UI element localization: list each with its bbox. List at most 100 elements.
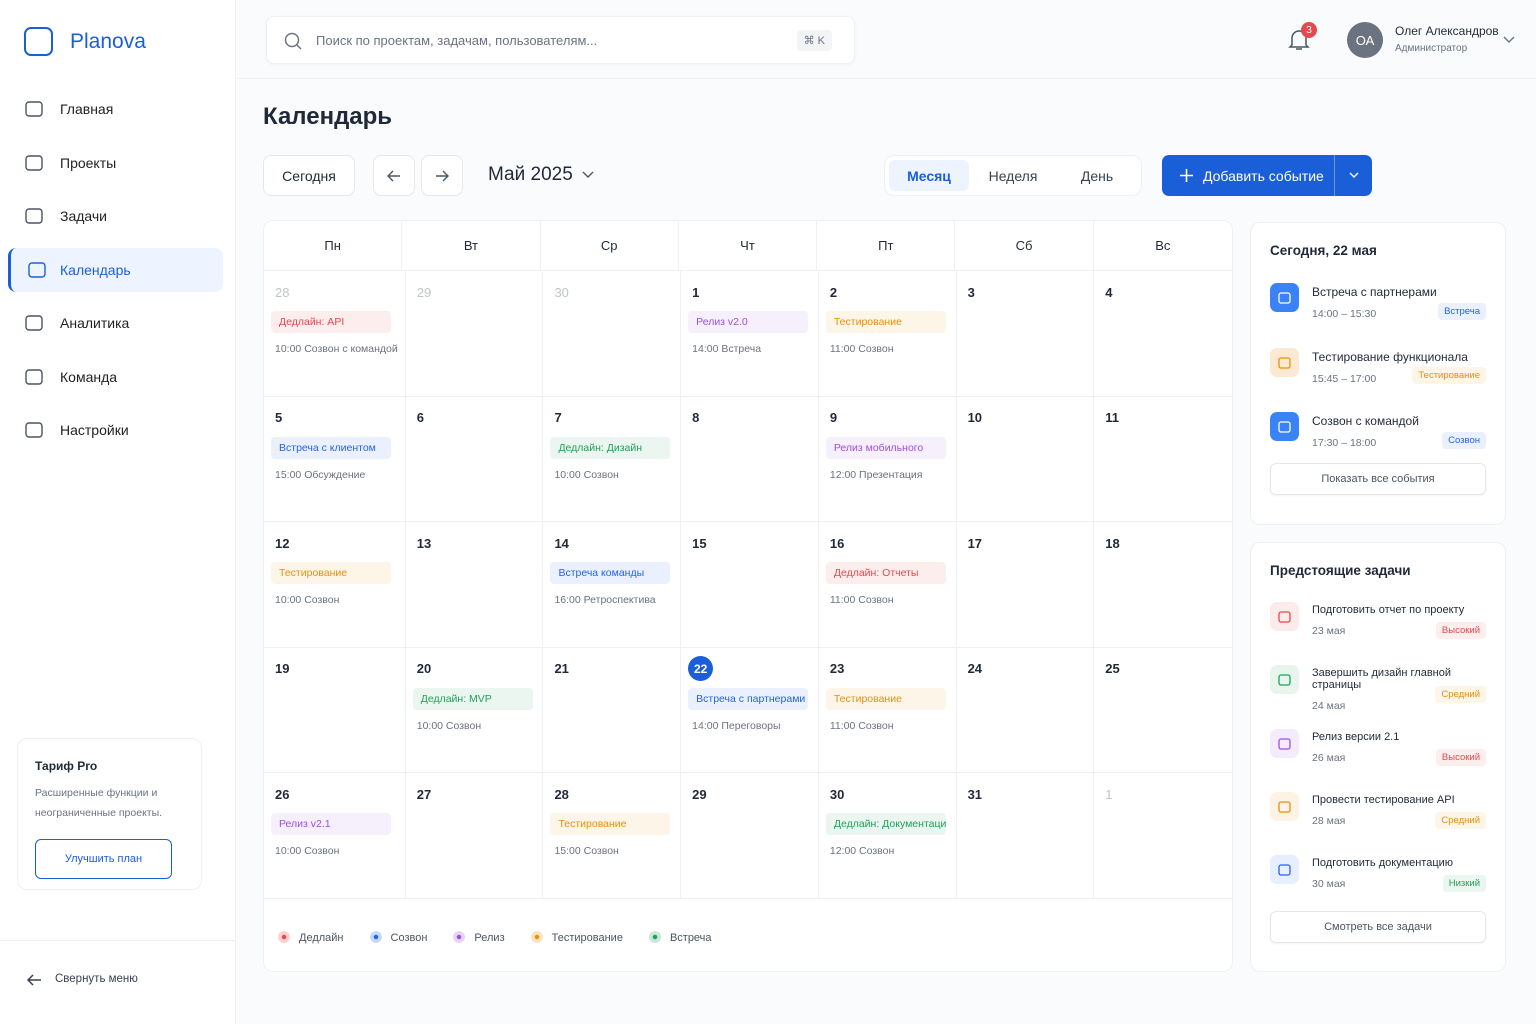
task[interactable]: Релиз версии 2.1 26 мая Высокий [1270, 725, 1486, 788]
day-cell[interactable]: 30 [543, 271, 682, 397]
day-cell[interactable]: 29 [681, 773, 819, 899]
day-cell[interactable]: 27 [405, 773, 544, 899]
prev-button[interactable] [373, 155, 415, 196]
today-button[interactable]: Сегодня [263, 155, 355, 196]
day-cell[interactable]: 10 [956, 396, 1095, 522]
day-number-text: 12 [275, 535, 290, 551]
view-tab[interactable]: Неделя [988, 167, 1038, 184]
event-chip[interactable]: Встреча с партнерами [688, 687, 809, 710]
day-cell[interactable]: 12 Тестирование 10:00 Созвон [264, 522, 406, 648]
day-cell[interactable]: 19 [264, 647, 406, 773]
user-menu-chevron[interactable] [1503, 36, 1515, 44]
day-cell[interactable]: 6 [405, 396, 544, 522]
view-tab[interactable]: Месяц [889, 160, 969, 191]
day-number-text: 28 [275, 284, 290, 300]
day-number-text: 1 [1105, 786, 1113, 802]
event-chip[interactable]: Тестирование [550, 813, 671, 835]
day-cell[interactable]: 17 [956, 522, 1095, 648]
day-cell[interactable]: 8 [681, 396, 819, 522]
day-cell[interactable]: 11 [1094, 397, 1232, 522]
event-chip[interactable]: Дедлайн: MVP [412, 687, 533, 710]
day-number-text: 3 [967, 284, 975, 300]
view-tab[interactable]: День [1080, 167, 1114, 184]
nav-item[interactable]: Команда [8, 355, 223, 399]
day-cell[interactable]: 9 Релиз мобильного 12:00 Презентация [818, 396, 957, 522]
day-cell[interactable]: 1 Релиз v2.0 14:00 Встреча [681, 271, 819, 397]
day-cell[interactable]: 7 Дедлайн: Дизайн 10:00 Созвон [543, 396, 682, 522]
day-cell[interactable]: 16 Дедлайн: Отчеты 11:00 Созвон [818, 522, 957, 648]
event-chip[interactable]: Дедлайн: API [271, 311, 391, 333]
nav-item[interactable]: Проекты [8, 141, 223, 185]
day-cell[interactable]: 14 Встреча команды 16:00 Ретроспектива [543, 522, 682, 648]
day-cell[interactable]: 25 [1094, 648, 1232, 773]
event-chip[interactable]: Релиз мобильного [825, 436, 946, 459]
day-cell[interactable]: 21 [543, 647, 682, 773]
day-cell[interactable]: 2 Тестирование 11:00 Созвон [818, 271, 957, 397]
nav-item[interactable]: Аналитика [8, 301, 223, 345]
day-number-text: 6 [416, 410, 424, 425]
day-number-text: 27 [416, 786, 432, 802]
nav-icon [25, 154, 43, 171]
event-chip[interactable]: Тестирование [271, 562, 391, 584]
upgrade-button[interactable]: Улучшить план [35, 839, 172, 879]
legend-dot [530, 931, 543, 943]
nav-item[interactable]: Главная [8, 87, 223, 131]
day-cell[interactable]: 5 Встреча с клиентом 15:00 Обсуждение [264, 396, 406, 522]
nav-icon [25, 101, 43, 117]
nav-item[interactable]: Календарь [8, 247, 223, 292]
avatar[interactable]: ОА [1347, 22, 1383, 58]
legend-item: Тестирование [530, 931, 623, 944]
day-cell[interactable]: 22 Встреча с партнерами 14:00 Переговоры [681, 647, 819, 773]
day-cell[interactable]: 15 [681, 522, 819, 648]
search[interactable]: Поиск по проектам, задачам, пользователя… [266, 16, 855, 64]
month-chevron[interactable] [582, 171, 594, 179]
day-cell[interactable]: 30 Дедлайн: Документации 12:00 Созвон [818, 773, 957, 899]
day-cell[interactable]: 31 [956, 773, 1095, 899]
day-cell[interactable]: 28 Тестирование 15:00 Созвон [543, 773, 682, 899]
event-chip[interactable]: Дедлайн: Отчеты [825, 562, 946, 584]
plan-title: Тариф Pro [35, 759, 98, 773]
event-chip[interactable]: Тестирование [825, 311, 946, 333]
day-number-text: 29 [416, 284, 432, 300]
day-cell[interactable]: 29 [405, 271, 544, 397]
day-cell[interactable]: 3 [956, 271, 1095, 397]
task[interactable]: Подготовить отчет по проекту 23 мая Высоки… [1270, 598, 1486, 661]
event-chip[interactable]: Релиз v2.1 [271, 813, 391, 835]
today-event[interactable]: Встреча с партнерами 14:00 – 15:30 Встреча [1270, 279, 1486, 344]
day-cell[interactable]: 4 [1094, 271, 1232, 397]
task-list: Подготовить отчет по проекту 23 мая Высоки… [1270, 598, 1486, 914]
task[interactable]: Подготовить документацию 30 мая Низкий [1270, 851, 1486, 914]
weekday: Вс [1093, 221, 1232, 271]
event-note: 11:00 Созвон [829, 343, 894, 355]
task[interactable]: Завершить дизайн главной страницы 24 мая С… [1270, 661, 1486, 724]
month-picker[interactable]: Май 2025 [488, 164, 573, 185]
event-chip[interactable]: Встреча с клиентом [271, 436, 391, 459]
collapse-menu[interactable]: Свернуть меню [55, 973, 138, 985]
event-chip[interactable]: Дедлайн: Дизайн [550, 436, 671, 459]
day-cell[interactable]: 24 [956, 647, 1095, 773]
event-chip[interactable]: Релиз v2.0 [688, 311, 809, 333]
event-chip[interactable]: Тестирование [825, 687, 946, 710]
show-all-tasks[interactable]: Смотреть все задачи [1270, 911, 1486, 944]
next-button[interactable] [421, 155, 463, 196]
day-number-text: 13 [416, 535, 432, 551]
day-cell[interactable]: 26 Релиз v2.1 10:00 Созвон [264, 773, 406, 899]
event-chip[interactable]: Встреча команды [550, 562, 671, 584]
today-event[interactable]: Созвон с командой 17:30 – 18:00 Созвон [1270, 408, 1486, 473]
nav-item[interactable]: Задачи [8, 194, 223, 238]
day-cell[interactable]: 23 Тестирование 11:00 Созвон [818, 647, 957, 773]
event-chip[interactable]: Дедлайн: Документации [825, 813, 946, 835]
day-cell[interactable]: 20 Дедлайн: MVP 10:00 Созвон [405, 647, 544, 773]
day-cell[interactable]: 28 Дедлайн: API 10:00 Созвон с командой [264, 271, 406, 397]
task[interactable]: Провести тестирование API 28 мая Средний [1270, 788, 1486, 851]
day-number: 4 [1101, 281, 1225, 303]
day-cell[interactable]: 1 [1094, 773, 1232, 899]
show-all-events[interactable]: Показать все события [1270, 462, 1486, 495]
task-date: 23 мая [1312, 625, 1346, 637]
add-event-button[interactable]: Добавить событие [1162, 155, 1372, 196]
day-cell[interactable]: 18 [1094, 522, 1232, 648]
nav-item[interactable]: Настройки [8, 408, 223, 452]
today-event[interactable]: Тестирование функционала 15:45 – 17:00 Тес… [1270, 344, 1486, 409]
nav-icon [25, 315, 43, 331]
day-cell[interactable]: 13 [405, 522, 544, 648]
